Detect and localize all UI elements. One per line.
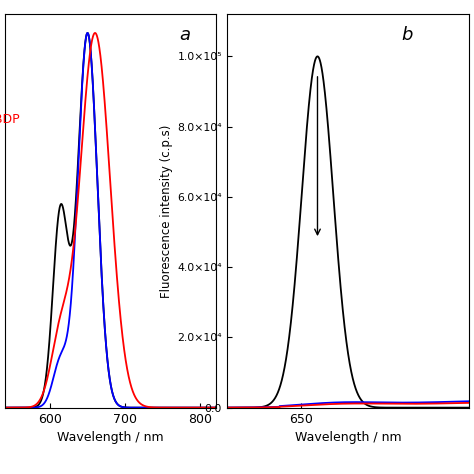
X-axis label: Wavelength / nm: Wavelength / nm [57, 431, 164, 444]
Text: Ret BDP: Ret BDP [0, 113, 19, 126]
X-axis label: Wavelength / nm: Wavelength / nm [295, 431, 401, 444]
Y-axis label: Fluorescence intensity (c.p.s): Fluorescence intensity (c.p.s) [160, 124, 173, 298]
Text: a: a [180, 26, 191, 44]
Text: b: b [401, 26, 413, 44]
